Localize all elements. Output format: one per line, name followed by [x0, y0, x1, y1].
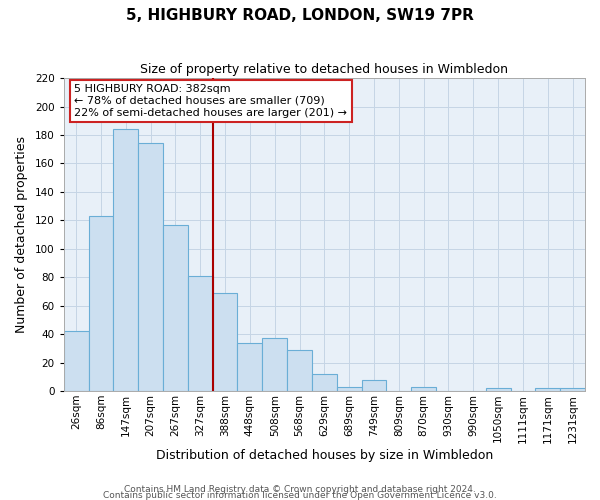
Bar — [287, 350, 312, 391]
Text: Contains HM Land Registry data © Crown copyright and database right 2024.: Contains HM Land Registry data © Crown c… — [124, 484, 476, 494]
Bar — [312, 374, 337, 391]
Text: Contains public sector information licensed under the Open Government Licence v3: Contains public sector information licen… — [103, 490, 497, 500]
Text: 5, HIGHBURY ROAD, LONDON, SW19 7PR: 5, HIGHBURY ROAD, LONDON, SW19 7PR — [126, 8, 474, 22]
Bar — [138, 144, 163, 391]
Bar — [212, 293, 238, 391]
Bar — [411, 387, 436, 391]
Bar — [262, 338, 287, 391]
Bar — [89, 216, 113, 391]
Bar — [188, 276, 212, 391]
Bar — [486, 388, 511, 391]
X-axis label: Distribution of detached houses by size in Wimbledon: Distribution of detached houses by size … — [156, 450, 493, 462]
Text: 5 HIGHBURY ROAD: 382sqm
← 78% of detached houses are smaller (709)
22% of semi-d: 5 HIGHBURY ROAD: 382sqm ← 78% of detache… — [74, 84, 347, 117]
Bar — [238, 342, 262, 391]
Title: Size of property relative to detached houses in Wimbledon: Size of property relative to detached ho… — [140, 62, 508, 76]
Bar — [337, 387, 362, 391]
Bar — [535, 388, 560, 391]
Bar — [560, 388, 585, 391]
Bar — [163, 224, 188, 391]
Bar — [362, 380, 386, 391]
Y-axis label: Number of detached properties: Number of detached properties — [15, 136, 28, 333]
Bar — [113, 130, 138, 391]
Bar — [64, 332, 89, 391]
